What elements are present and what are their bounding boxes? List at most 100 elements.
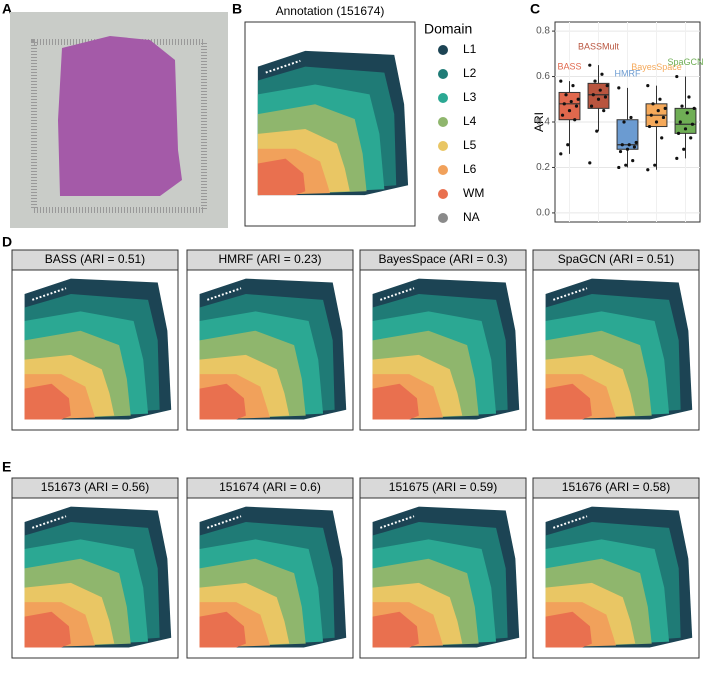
data-point bbox=[602, 109, 606, 113]
y-tick-label: 0.8 bbox=[536, 26, 550, 37]
data-point bbox=[647, 124, 652, 129]
tissue-section bbox=[58, 36, 182, 196]
data-point bbox=[589, 104, 594, 108]
y-tick-label: 0.4 bbox=[536, 117, 550, 128]
box bbox=[587, 82, 610, 109]
panel-e: E 151673 (ARI = 0.56) 151674 (ARI = 0.6) 1… bbox=[2, 459, 700, 659]
data-point bbox=[567, 109, 572, 113]
data-point bbox=[646, 168, 650, 172]
data-point bbox=[632, 145, 637, 149]
data-point bbox=[687, 95, 691, 99]
legend-label: NA bbox=[463, 210, 480, 224]
data-point bbox=[675, 156, 679, 160]
strip-title: 151674 (ARI = 0.6) bbox=[219, 480, 321, 494]
data-point bbox=[605, 84, 609, 88]
legend-swatch bbox=[438, 213, 448, 223]
box bbox=[674, 107, 697, 134]
legend-label: L4 bbox=[463, 114, 477, 128]
panel-d: D BASS (ARI = 0.51) HMRF (ARI = 0.23) Baye… bbox=[2, 234, 700, 431]
legend-title: Domain bbox=[424, 21, 472, 37]
strip-title: HMRF (ARI = 0.23) bbox=[218, 252, 321, 266]
data-point bbox=[569, 99, 573, 104]
panel-label: E bbox=[2, 459, 11, 475]
legend-label: WM bbox=[463, 186, 484, 200]
data-point bbox=[566, 143, 570, 147]
legend: L1 L2 L3 L4 L5 L6 WM NA bbox=[438, 42, 484, 224]
data-point bbox=[646, 84, 650, 88]
domain-map bbox=[256, 49, 410, 197]
data-point bbox=[559, 79, 563, 83]
data-point bbox=[690, 122, 695, 126]
data-point bbox=[680, 104, 684, 108]
data-point bbox=[617, 165, 621, 170]
data-point bbox=[660, 136, 664, 140]
panel-b: B Annotation (151674) Domain L1L2L3L4L5L… bbox=[232, 1, 484, 227]
data-point bbox=[571, 84, 575, 88]
legend-label: L2 bbox=[463, 66, 477, 80]
domain-map bbox=[544, 505, 694, 649]
domain-map bbox=[371, 277, 521, 421]
data-point bbox=[676, 131, 681, 135]
data-point bbox=[625, 147, 630, 151]
legend-label: L6 bbox=[463, 162, 477, 176]
series-label: SpaGCN bbox=[667, 57, 703, 67]
data-point bbox=[560, 113, 565, 117]
legend-swatch bbox=[438, 45, 448, 55]
domain-map bbox=[198, 277, 348, 421]
data-point bbox=[595, 129, 599, 133]
y-tick-label: 0.6 bbox=[536, 71, 550, 82]
y-tick-label: 0.0 bbox=[536, 208, 550, 219]
series-label: BayesSpace bbox=[631, 62, 682, 72]
y-tick-label: 0.2 bbox=[536, 162, 550, 173]
domain-map bbox=[23, 277, 173, 421]
data-point bbox=[588, 161, 592, 165]
legend-swatch bbox=[438, 189, 448, 199]
panel-label: B bbox=[232, 1, 242, 17]
legend-label: L5 bbox=[463, 138, 477, 152]
panel-a: A bbox=[2, 1, 228, 228]
domain-map bbox=[544, 277, 694, 421]
data-point bbox=[573, 118, 577, 122]
panel-label: D bbox=[2, 234, 12, 250]
panel-label: C bbox=[530, 1, 540, 17]
data-point bbox=[685, 111, 689, 115]
series-label: BASS bbox=[557, 61, 581, 71]
panel-c: C ARI 0.0 0.2 0.4 0.6 0.8 BASS BASSMult HMRFBay… bbox=[530, 1, 704, 223]
data-point bbox=[564, 93, 568, 97]
series-label: BASSMult bbox=[578, 42, 620, 52]
data-point bbox=[620, 143, 624, 147]
legend-swatch bbox=[438, 141, 448, 151]
data-point bbox=[576, 97, 580, 101]
data-point bbox=[603, 95, 608, 99]
panel-label: A bbox=[2, 1, 12, 17]
data-point bbox=[617, 86, 621, 90]
data-point bbox=[651, 102, 655, 106]
data-point bbox=[661, 115, 666, 120]
data-point bbox=[663, 106, 667, 110]
data-point bbox=[562, 102, 566, 106]
map-title: Annotation (151674) bbox=[276, 4, 385, 18]
y-axis-label: ARI bbox=[532, 112, 546, 132]
series-label: HMRF bbox=[615, 68, 641, 78]
data-point bbox=[689, 136, 693, 140]
strip-title: BayesSpace (ARI = 0.3) bbox=[378, 252, 507, 266]
data-point bbox=[654, 120, 659, 124]
domain-map bbox=[198, 505, 348, 649]
strip-title: 151673 (ARI = 0.56) bbox=[41, 480, 149, 494]
data-point bbox=[624, 163, 628, 167]
data-point bbox=[634, 140, 638, 145]
data-point bbox=[649, 113, 653, 117]
strip-title: 151676 (ARI = 0.58) bbox=[562, 480, 670, 494]
legend-swatch bbox=[438, 117, 448, 127]
data-point bbox=[591, 93, 595, 97]
data-point bbox=[631, 159, 635, 163]
data-point bbox=[598, 88, 602, 92]
data-point bbox=[618, 149, 623, 154]
data-point bbox=[692, 106, 696, 110]
legend-label: L3 bbox=[463, 90, 477, 104]
domain-map bbox=[371, 505, 521, 649]
data-point bbox=[600, 72, 604, 76]
data-point bbox=[682, 147, 686, 151]
data-point bbox=[593, 79, 597, 83]
